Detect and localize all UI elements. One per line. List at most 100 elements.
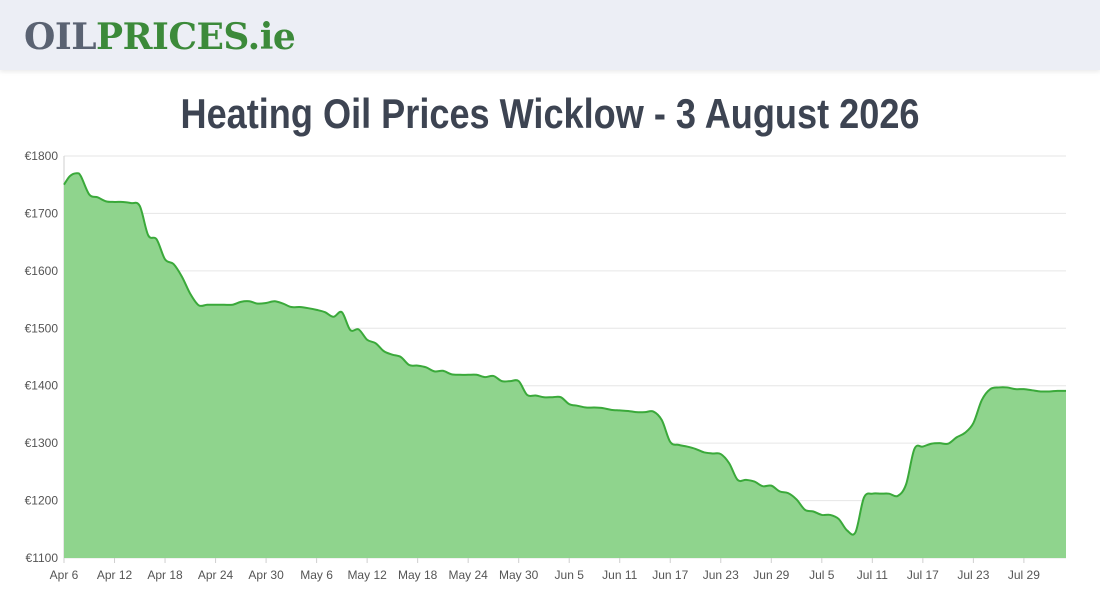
data-point [80, 175, 82, 177]
x-axis: Apr 6 Apr 12 Apr 18 Apr 24 Apr 30 May 6 May 12… [50, 558, 1040, 582]
data-point [585, 406, 587, 408]
data-point [972, 422, 974, 424]
data-point [332, 316, 334, 318]
data-point [644, 411, 646, 413]
data-point [610, 409, 612, 411]
data-point [1065, 390, 1067, 392]
data-point [854, 531, 856, 533]
data-point [720, 453, 722, 455]
data-point [467, 374, 469, 376]
data-point [273, 300, 275, 302]
data-point [425, 366, 427, 368]
data-point [501, 380, 503, 382]
data-point [1048, 390, 1050, 392]
data-point [307, 307, 309, 309]
data-point [863, 497, 865, 499]
y-tick-label: €1100 [26, 551, 59, 565]
y-tick-label: €1400 [25, 379, 59, 393]
data-point [795, 498, 797, 500]
data-point [661, 419, 663, 421]
data-point [888, 492, 890, 494]
data-point [492, 375, 494, 377]
data-point [753, 480, 755, 482]
x-tick-label: Jun 11 [602, 568, 637, 582]
x-tick-label: May 24 [448, 568, 488, 582]
data-point [517, 380, 519, 382]
data-point [416, 364, 418, 366]
x-tick-label: Jun 5 [555, 568, 585, 582]
y-tick-label: €1700 [25, 206, 59, 220]
x-tick-label: Jul 23 [957, 568, 989, 582]
data-point [560, 396, 562, 398]
data-point [324, 311, 326, 313]
data-point [779, 490, 781, 492]
data-point [871, 492, 873, 494]
data-point [997, 386, 999, 388]
data-point [155, 238, 157, 240]
x-tick-label: Jul 29 [1008, 568, 1040, 582]
data-point [349, 329, 351, 331]
data-point [837, 518, 839, 520]
data-point [206, 304, 208, 306]
data-point [391, 354, 393, 356]
data-point [627, 410, 629, 412]
x-tick-label: May 18 [398, 568, 438, 582]
data-point [433, 370, 435, 372]
data-point [459, 374, 461, 376]
site-header: OILPRICES.ie [0, 0, 1100, 70]
data-point [147, 234, 149, 236]
data-point [736, 479, 738, 481]
data-point [366, 339, 368, 341]
data-point [711, 452, 713, 454]
data-point [408, 364, 410, 366]
x-tick-label: Apr 6 [50, 568, 79, 582]
data-point [930, 443, 932, 445]
data-point [955, 436, 957, 438]
data-point [172, 263, 174, 265]
x-tick-label: Jul 11 [857, 568, 888, 582]
data-point [728, 462, 730, 464]
logo-text-oil: OIL [24, 16, 97, 58]
data-point [341, 311, 343, 313]
x-tick-label: Apr 30 [248, 568, 284, 582]
data-point [576, 405, 578, 407]
data-point [821, 514, 823, 516]
data-point [543, 396, 545, 398]
data-point [652, 410, 654, 412]
y-axis: €1100 €1200 €1300 €1400 €1500 €1600 €1700 €1800 [25, 149, 65, 565]
data-point [1056, 390, 1058, 392]
data-point [96, 196, 98, 198]
x-tick-label: May 6 [300, 568, 333, 582]
y-tick-label: €1500 [25, 321, 59, 335]
site-logo[interactable]: OILPRICES.ie [24, 14, 296, 60]
data-point [1031, 389, 1033, 391]
data-point [315, 309, 317, 311]
data-point [358, 328, 360, 330]
x-tick-label: Apr 24 [198, 568, 234, 582]
x-tick-label: Apr 12 [97, 568, 133, 582]
data-point [812, 510, 814, 512]
y-tick-label: €1200 [25, 494, 59, 508]
page-title: Heating Oil Prices Wicklow - 3 August 20… [180, 90, 920, 137]
logo-text-tld: .ie [247, 16, 296, 58]
data-point [787, 492, 789, 494]
logo-text-prices: PRICES [96, 16, 248, 58]
data-point [189, 293, 191, 295]
y-tick-label: €1800 [25, 149, 59, 163]
data-point [829, 514, 831, 516]
data-point [804, 509, 806, 511]
data-point [256, 302, 258, 304]
data-point [568, 403, 570, 405]
data-point [164, 258, 166, 260]
x-tick-label: Jul 5 [809, 568, 835, 582]
price-area-fill [64, 173, 1066, 558]
data-point [105, 200, 107, 202]
data-point [551, 396, 553, 398]
data-point [450, 373, 452, 375]
data-point [619, 409, 621, 411]
data-point [694, 448, 696, 450]
data-point [686, 445, 688, 447]
price-line [63, 172, 1067, 536]
data-point [198, 304, 200, 306]
data-point [770, 484, 772, 486]
